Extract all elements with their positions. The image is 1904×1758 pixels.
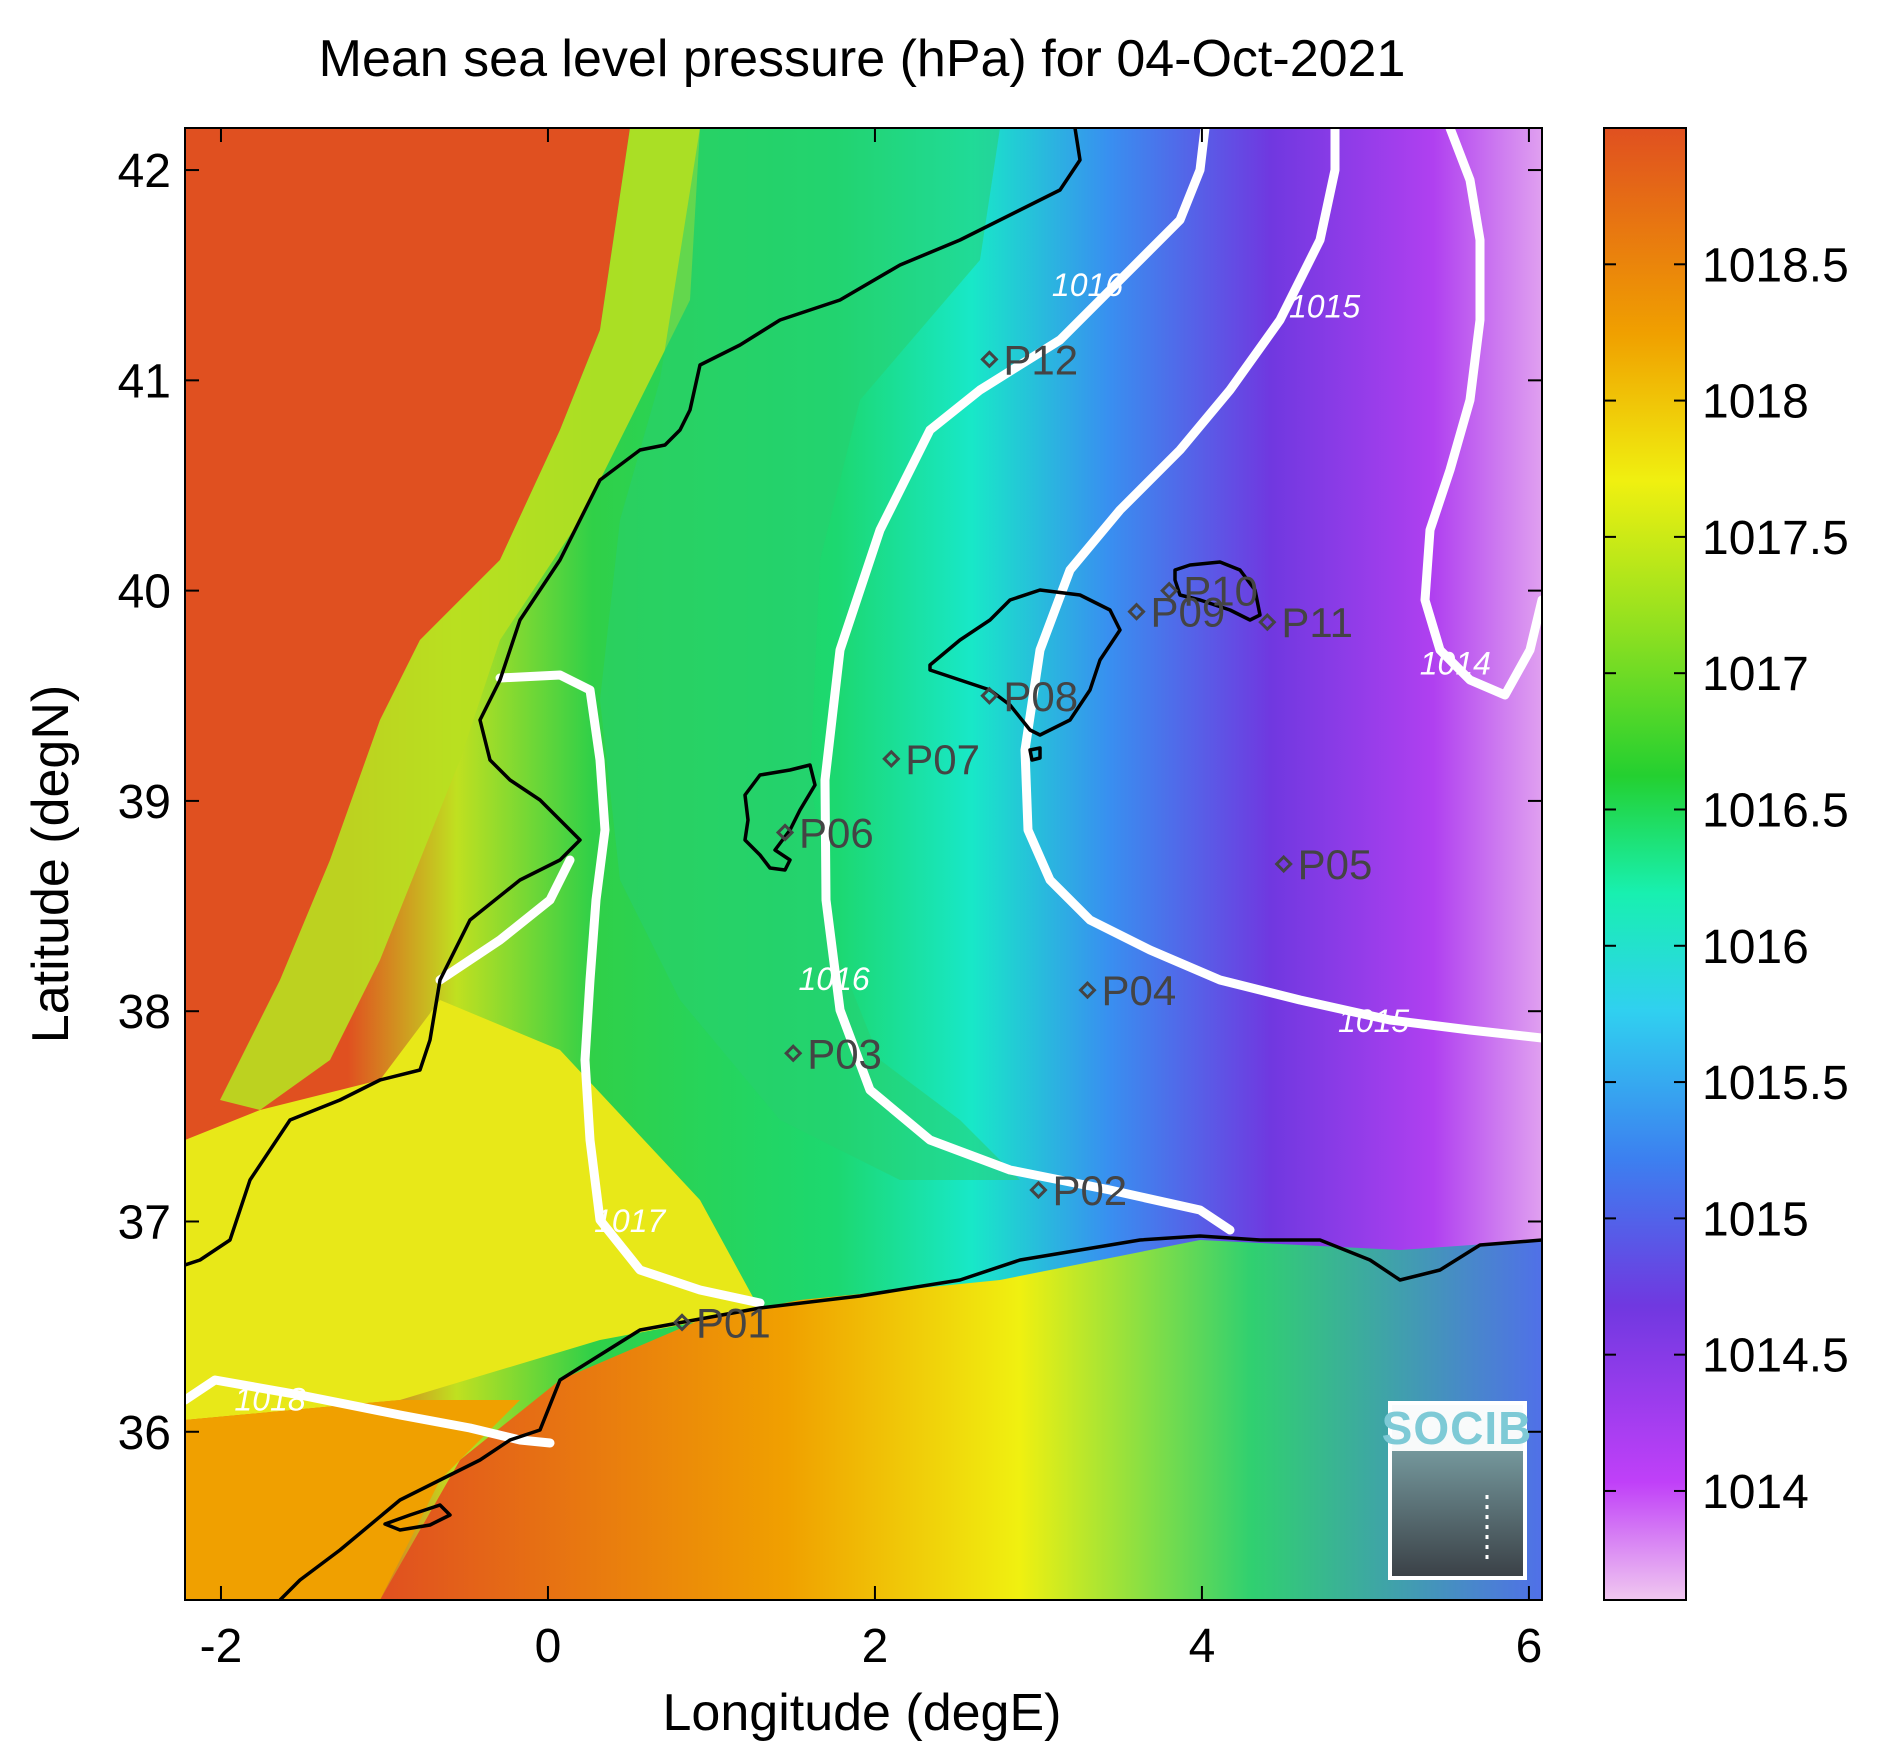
station-label: P04: [1101, 967, 1176, 1014]
station-marker: [1160, 581, 1179, 600]
map-frame: [184, 127, 1543, 1601]
station-label: P02: [1052, 1167, 1127, 1214]
y-tick-label: 37: [118, 1196, 171, 1249]
station-label: P03: [807, 1030, 882, 1077]
isobar-1017: [495, 670, 765, 1308]
isobar-1016: [820, 128, 1235, 1235]
island-mallorca: [928, 588, 1122, 737]
contour-label: 1015: [1338, 1003, 1409, 1039]
contour-label: 1017: [594, 1203, 666, 1239]
colorbar-tick-label: 1018: [1702, 376, 1809, 429]
x-tick-label: 4: [1189, 1620, 1216, 1673]
station-marker: [1258, 613, 1277, 632]
station-marker: [1274, 854, 1293, 874]
colorbar-gradient: [1604, 128, 1686, 1600]
colorbar-tick-label: 1016.5: [1702, 784, 1849, 837]
colorbar-tick-label: 1017: [1702, 648, 1809, 701]
island-ibiza: [743, 763, 817, 872]
y-tick-label: 41: [118, 355, 171, 408]
isobar-1018: [185, 1375, 555, 1448]
colorbar-ticks: 1014 1014.5 1015 1015.5 1016 1016.5 1017 1017.5…: [1604, 239, 1849, 1519]
station-label: P05: [1298, 841, 1373, 888]
station-marker: [980, 350, 999, 369]
station-marker: [775, 823, 795, 842]
contour-label: 1018: [234, 1382, 305, 1418]
x-tick-label: 0: [535, 1620, 562, 1673]
x-tick-label: -2: [200, 1620, 243, 1673]
station-label: P01: [696, 1299, 771, 1346]
station-marker: [1029, 1180, 1048, 1200]
x-tick-label: 2: [862, 1620, 889, 1673]
coastlines: [185, 128, 1542, 1600]
contour-label: 1016: [1052, 267, 1123, 303]
colorbar-tick-label: 1015: [1702, 1193, 1809, 1246]
station-label: P08: [1003, 673, 1078, 720]
contour-labels: 1018 1017 1016 1016 1015 1015 1014: [234, 267, 1491, 1418]
x-tick-label: 6: [1516, 1620, 1543, 1673]
station-label: P11: [1281, 599, 1353, 646]
station-marker: [1078, 981, 1097, 1000]
island-menorca: [1173, 560, 1262, 622]
y-axis-ticks: 36 37 38 39 40 41 42: [118, 145, 1542, 1460]
station-marker: [980, 686, 999, 705]
colorbar: 1014 1014.5 1015 1015.5 1016 1016.5 1017 1017.5…: [1603, 127, 1849, 1601]
station-marker: [672, 1313, 692, 1332]
logo-text: SOCIB: [1382, 1402, 1533, 1454]
y-tick-label: 38: [118, 986, 171, 1039]
island-small-north-africa: [383, 1503, 452, 1532]
isobar-1015: [1020, 128, 1542, 1043]
x-axis-ticks: -2 0 2 4 6: [200, 128, 1543, 1673]
y-tick-label: 42: [118, 145, 171, 198]
chart-title: Mean sea level pressure (hPa) for 04-Oct…: [319, 30, 1406, 88]
x-axis-label: Longitude (degE): [663, 1684, 1062, 1742]
iberian-coastline: [185, 128, 1082, 1267]
isobar-1017-west: [435, 855, 575, 985]
isobar-1014: [1420, 128, 1542, 700]
station-label: P12: [1003, 336, 1078, 383]
contour-label: 1016: [798, 961, 869, 997]
north-african-coastline: [278, 1234, 1542, 1600]
colorbar-tick-label: 1017.5: [1702, 512, 1849, 565]
colorbar-tick-label: 1018.5: [1702, 239, 1849, 292]
island-cabrera: [1028, 746, 1042, 762]
colorbar-tick-label: 1014: [1702, 1466, 1809, 1519]
y-axis-label: Latitude (degN): [22, 685, 80, 1043]
contour-label: 1015: [1289, 288, 1360, 324]
isobar-contours: [185, 128, 1542, 1448]
colorbar-tick-label: 1016: [1702, 921, 1809, 974]
station-label: P10: [1183, 568, 1258, 615]
y-tick-label: 36: [118, 1407, 171, 1460]
station-label: P09: [1151, 589, 1226, 636]
contour-label: 1014: [1420, 646, 1491, 682]
station-label: P07: [905, 736, 980, 783]
colorbar-frame: [1603, 127, 1687, 1601]
colorbar-tick-label: 1015.5: [1702, 1057, 1849, 1110]
station-marker: [784, 1044, 803, 1063]
y-tick-label: 39: [118, 776, 171, 829]
station-marker: [1127, 602, 1146, 621]
station-marker: [882, 749, 901, 768]
socib-logo: SOCIB: [1382, 1401, 1533, 1580]
colorbar-tick-label: 1014.5: [1702, 1330, 1849, 1383]
station-label: P06: [799, 809, 874, 856]
y-tick-label: 40: [118, 566, 171, 619]
